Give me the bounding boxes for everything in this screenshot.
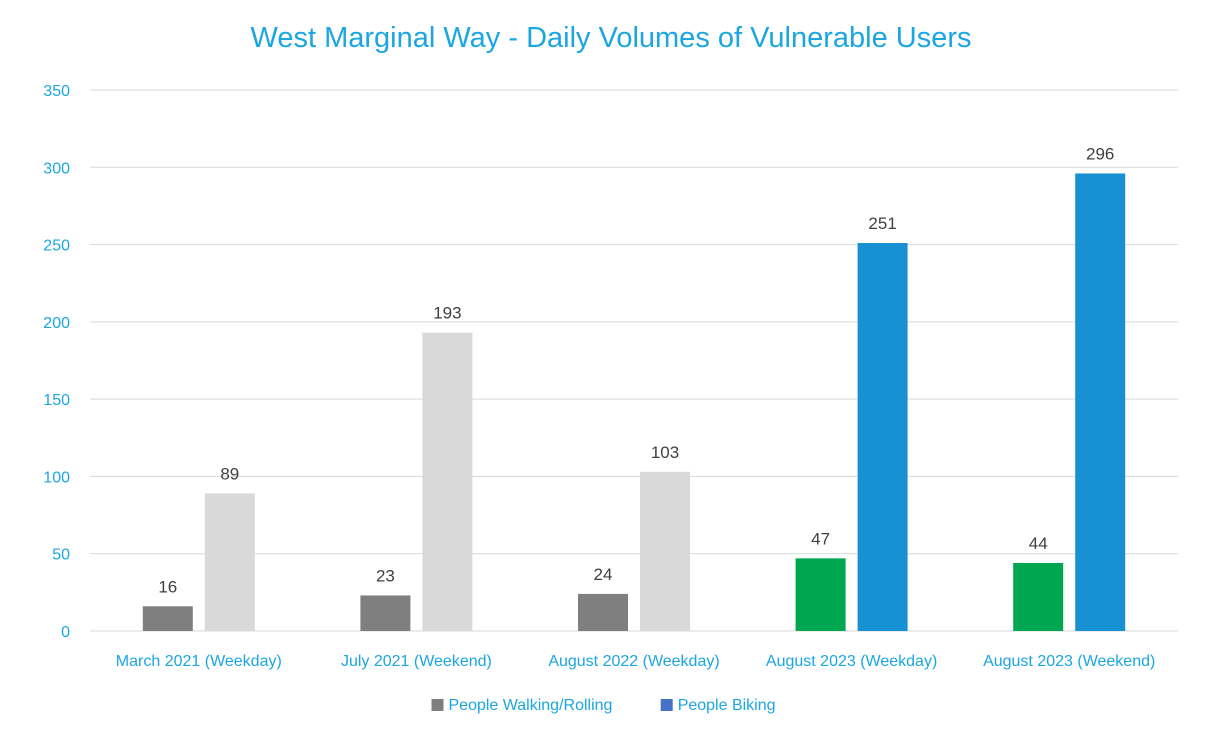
data-label-walking-4: 44	[1029, 534, 1048, 553]
x-tick-label-4: August 2023 (Weekend)	[983, 653, 1155, 670]
y-tick-label-350: 350	[43, 83, 70, 100]
y-tick-label-300: 300	[43, 160, 70, 177]
bar-walking-3	[795, 558, 846, 631]
y-tick-label-150: 150	[43, 392, 70, 409]
data-label-walking-2: 24	[594, 565, 613, 584]
data-label-walking-1: 23	[376, 566, 395, 585]
chart-title: West Marginal Way - Daily Volumes of Vul…	[250, 22, 972, 54]
x-tick-label-0: March 2021 (Weekday)	[116, 653, 282, 670]
y-tick-label-100: 100	[43, 469, 70, 486]
bar-walking-2	[578, 593, 628, 631]
y-tick-label-50: 50	[52, 547, 70, 564]
data-label-walking-3: 47	[811, 529, 830, 548]
y-tick-label-0: 0	[61, 624, 70, 641]
legend-swatch-1	[660, 699, 673, 711]
y-tick-label-200: 200	[43, 315, 70, 332]
data-label-biking-3: 251	[868, 214, 896, 233]
bar-biking-1	[422, 332, 473, 631]
bar-walking-4	[1013, 562, 1064, 631]
bar-walking-1	[360, 595, 411, 631]
data-label-biking-2: 103	[651, 443, 679, 462]
bar-walking-0	[142, 606, 193, 631]
bar-biking-3	[857, 243, 908, 632]
x-tick-label-1: July 2021 (Weekend)	[341, 653, 492, 670]
x-tick-label-2: August 2022 (Weekday)	[548, 653, 719, 670]
y-tick-label-250: 250	[43, 238, 70, 255]
bar-biking-2	[640, 471, 690, 631]
data-label-walking-0: 16	[158, 577, 177, 596]
legend-label-1: People Biking	[678, 697, 776, 714]
data-label-biking-0: 89	[220, 464, 239, 483]
data-label-biking-4: 296	[1086, 144, 1114, 163]
legend-swatch-0	[431, 699, 444, 711]
data-label-biking-1: 193	[433, 304, 461, 323]
legend-label-0: People Walking/Rolling	[449, 697, 613, 714]
bar-biking-4	[1075, 173, 1126, 631]
bar-biking-0	[204, 493, 255, 631]
x-tick-label-3: August 2023 (Weekday)	[766, 653, 937, 670]
